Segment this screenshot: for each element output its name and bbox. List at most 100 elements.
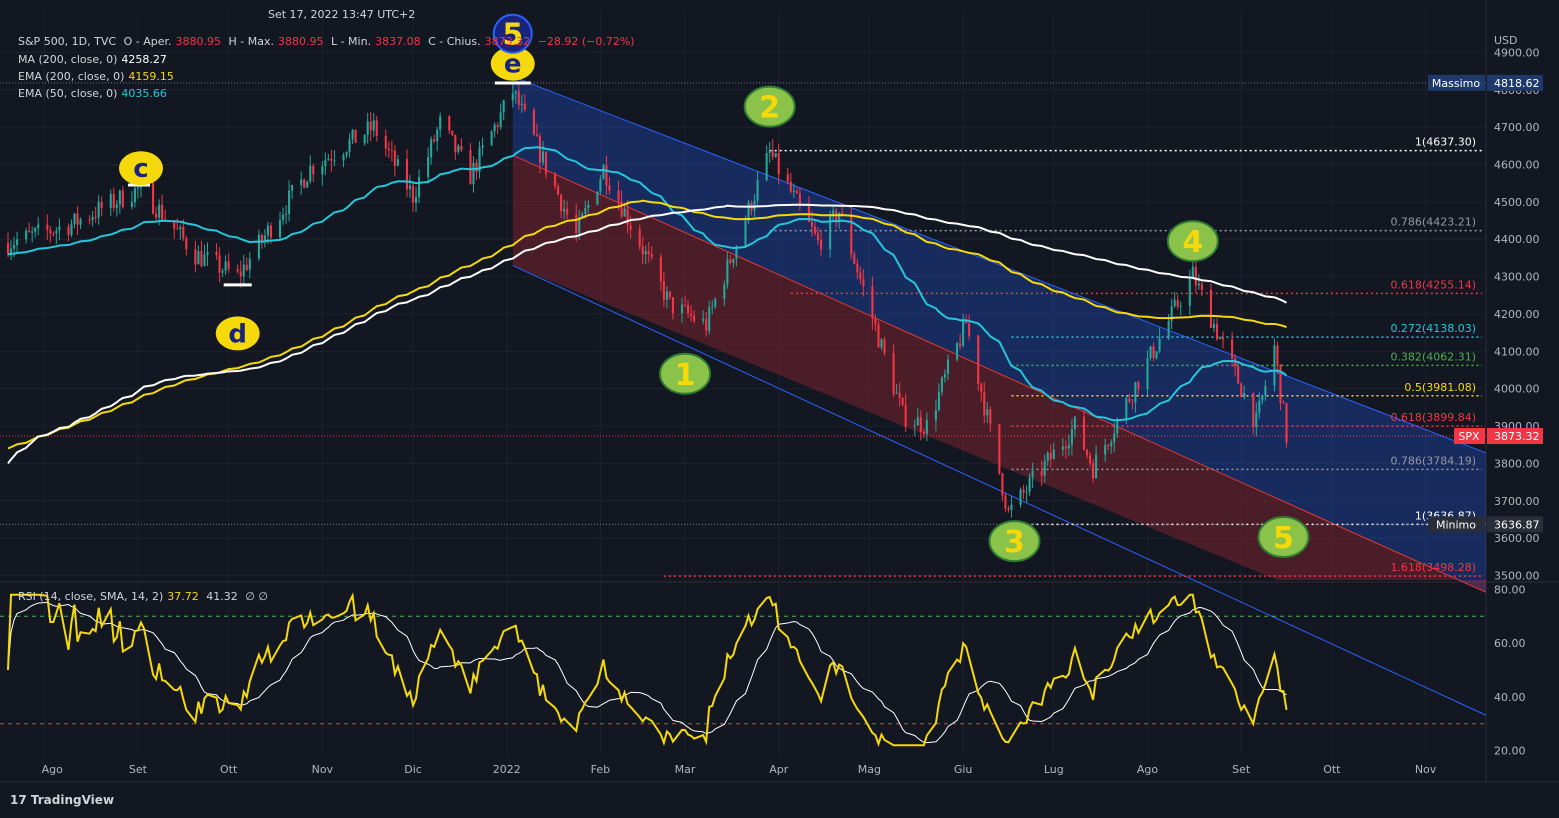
- candle-body: [726, 259, 729, 285]
- candle-body: [158, 204, 161, 218]
- candle-body: [1200, 283, 1203, 290]
- candle-body: [735, 245, 738, 260]
- rsi-extra: ∅ ∅: [245, 590, 268, 603]
- candle-body: [934, 409, 937, 421]
- candle-body: [1197, 283, 1200, 286]
- candle-body: [194, 249, 197, 265]
- candle-body: [351, 129, 354, 140]
- candle-body: [411, 185, 415, 203]
- wave-number: 5: [502, 18, 523, 53]
- price-tag-value: 3636.87: [1494, 518, 1540, 531]
- ema50-value: 4035.66: [121, 87, 167, 100]
- candle-body: [1231, 339, 1234, 359]
- candle-body: [236, 269, 239, 272]
- rsi-legend[interactable]: RSI (14, close, SMA, 14, 2) 37.72 41.32 ∅…: [18, 590, 272, 603]
- candle-body: [1188, 277, 1191, 306]
- candle-body: [1221, 337, 1225, 340]
- candle-body: [1104, 445, 1107, 455]
- candle-body: [9, 248, 13, 255]
- candle-body: [185, 238, 188, 250]
- candle-body: [1149, 346, 1152, 359]
- open-value: 3880.95: [175, 35, 221, 48]
- candle-body: [659, 256, 662, 282]
- candle-body: [309, 165, 312, 182]
- candle-body: [514, 91, 517, 94]
- price-tick-label: 4600.00: [1494, 159, 1540, 172]
- tradingview-logo[interactable]: 𝟭𝟳 TradingView: [10, 793, 114, 807]
- candle-body: [853, 254, 856, 264]
- candle-body: [1085, 449, 1089, 456]
- candle-body: [771, 150, 774, 157]
- candle-body: [919, 417, 922, 432]
- candle-body: [502, 100, 505, 113]
- candle-body: [227, 261, 230, 270]
- candle-body: [532, 109, 535, 135]
- candle-body: [245, 264, 248, 270]
- price-tag-name-box: [1428, 516, 1485, 533]
- candle-body: [333, 160, 336, 162]
- candle-body: [1040, 471, 1043, 476]
- candle-body: [977, 335, 980, 384]
- candle-body: [12, 245, 16, 249]
- candle-body: [629, 225, 632, 230]
- candle-body: [620, 201, 623, 217]
- time-tick-label: Ago: [42, 763, 64, 776]
- price-tick-label: 3700.00: [1494, 495, 1540, 508]
- candle-body: [387, 148, 390, 151]
- candle-body: [375, 120, 378, 136]
- candle-body: [1173, 299, 1176, 307]
- candle-body: [517, 91, 520, 105]
- candle-body: [638, 229, 641, 247]
- price-tag-value: 3873.32: [1494, 430, 1540, 443]
- candle-body: [807, 203, 811, 222]
- low-value: 3837.08: [375, 35, 421, 48]
- candle-body: [354, 129, 357, 144]
- rsi-value: 37.72: [167, 590, 199, 603]
- candle-body: [901, 397, 904, 405]
- candle-body: [723, 284, 726, 299]
- fib-level-label: 0.272(4138.03): [1390, 322, 1476, 335]
- candle-body: [115, 204, 118, 208]
- candle-body: [702, 318, 705, 321]
- price-tick-label: 4100.00: [1494, 345, 1540, 358]
- candle-body: [345, 152, 348, 156]
- fib-level-label: 0.382(4062.31): [1390, 350, 1476, 363]
- ma200-line: [7, 203, 1287, 465]
- candle-body: [578, 217, 581, 233]
- time-tick-label: Set: [129, 763, 148, 776]
- wave-bubble: [118, 151, 163, 186]
- wave-bubble: [490, 46, 535, 81]
- candle-body: [49, 229, 52, 234]
- wave-bubble: [1257, 516, 1310, 559]
- ema200-legend[interactable]: EMA (200, close, 0) 4159.15: [18, 70, 178, 83]
- candle-body: [88, 219, 91, 221]
- candle-body: [1052, 449, 1055, 460]
- candle-body: [690, 313, 693, 316]
- candle-body: [895, 392, 898, 394]
- candle-body: [215, 252, 218, 256]
- tradingview-icon: 𝟭𝟳: [10, 793, 31, 807]
- candle-body: [285, 213, 288, 215]
- candle-body: [76, 213, 79, 225]
- candle-body: [1279, 364, 1282, 403]
- candle-body: [384, 135, 387, 149]
- candle-body: [1234, 358, 1237, 367]
- rsi-sma-line: [7, 601, 1287, 744]
- candle-body: [257, 235, 260, 259]
- candle-body: [390, 150, 393, 152]
- rsi-label: RSI (14, close, SMA, 14, 2): [18, 590, 164, 603]
- candle-body: [835, 210, 838, 223]
- fib-level-label: 0.618(3899.84): [1390, 411, 1476, 424]
- candle-body: [248, 258, 251, 270]
- candle-body: [1131, 401, 1134, 403]
- candle-body: [880, 339, 883, 348]
- candle-body: [366, 121, 369, 135]
- candle-body: [176, 228, 179, 230]
- ma200-legend[interactable]: MA (200, close, 0) 4258.27: [18, 53, 171, 66]
- candle-body: [1237, 366, 1240, 384]
- ema50-legend[interactable]: EMA (50, close, 0) 4035.66: [18, 87, 171, 100]
- symbol-title[interactable]: S&P 500, 1D, TVC: [18, 35, 117, 48]
- candle-body: [1046, 452, 1049, 462]
- candle-body: [904, 404, 907, 427]
